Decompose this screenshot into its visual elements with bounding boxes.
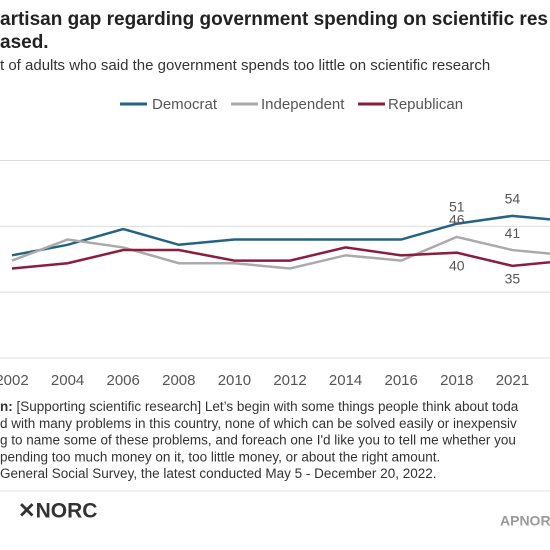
footer: APNOR xyxy=(500,513,550,529)
x-tick-label: 2002 xyxy=(0,372,29,389)
note-text: d with many problems in this country, no… xyxy=(0,415,517,430)
x-tick-label: 2016 xyxy=(385,372,418,389)
series-line xyxy=(11,214,550,257)
series-line xyxy=(11,235,550,270)
data-label: 51 xyxy=(449,198,465,214)
chart-title: artisan gap regarding government spendin… xyxy=(0,9,548,30)
note-text: pending too much money on it, too little… xyxy=(0,449,440,464)
x-tick-label: 2012 xyxy=(273,372,306,389)
legend-label: Republican xyxy=(388,96,463,113)
x-tick-label: 2006 xyxy=(107,372,140,389)
x-tick-label: 2014 xyxy=(329,372,362,389)
x-tick-label: 2021 xyxy=(496,372,529,389)
legend-label: Independent xyxy=(261,96,345,113)
note: g to name some of these problems, and fo… xyxy=(0,432,516,447)
note: pending too much money on it, too little… xyxy=(0,449,440,464)
note: General Social Survey, the latest conduc… xyxy=(0,466,436,481)
x-tick-label: 2010 xyxy=(218,372,251,389)
logo: ✕NORC xyxy=(18,500,97,523)
note: n: [Supporting scientific research] Let’… xyxy=(0,399,519,414)
subtitle: t of adults who said the government spen… xyxy=(0,57,490,74)
x-tick-label: 2004 xyxy=(51,372,84,389)
data-label: 46 xyxy=(449,212,465,228)
note-text: g to name some of these problems, and fo… xyxy=(0,432,516,447)
note-lead: n: xyxy=(0,399,13,414)
legend-label: Democrat xyxy=(152,96,218,113)
x-tick-label: 2018 xyxy=(440,372,473,389)
note-text: General Social Survey, the latest conduc… xyxy=(0,466,436,481)
data-label: 35 xyxy=(505,271,521,287)
data-label: 40 xyxy=(449,257,465,273)
chart-title: ased. xyxy=(0,32,49,53)
data-label: 54 xyxy=(505,191,521,207)
note: d with many problems in this country, no… xyxy=(0,415,517,430)
series-line xyxy=(11,246,550,270)
note-text: [Supporting scientific research] Let’s b… xyxy=(13,399,519,414)
x-tick-label: 2008 xyxy=(162,372,195,389)
data-label: 41 xyxy=(505,225,521,241)
